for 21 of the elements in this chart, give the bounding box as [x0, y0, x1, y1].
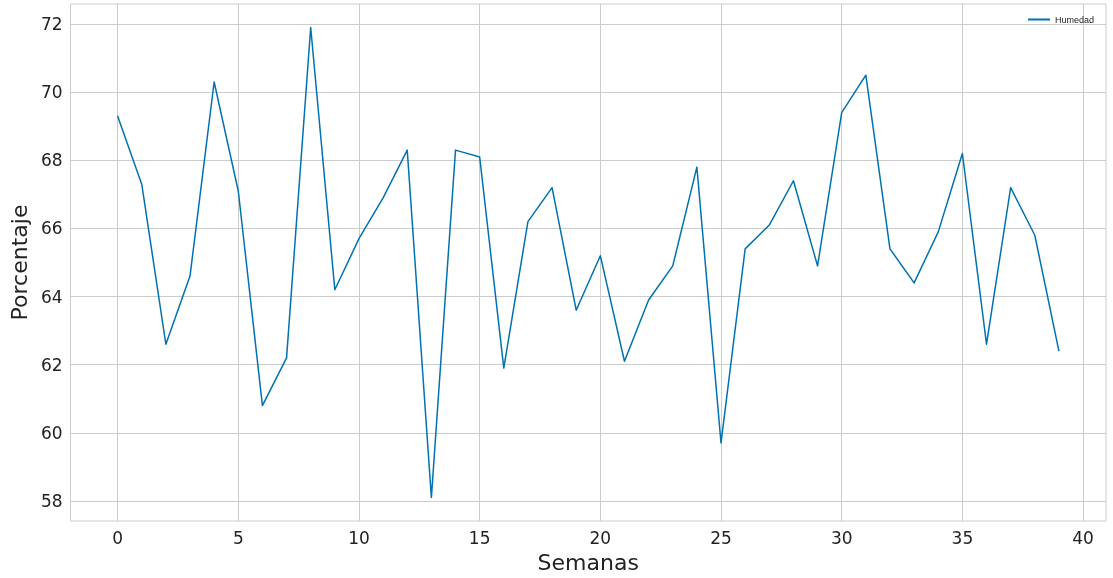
y-tick-label: 58 [40, 490, 63, 511]
x-tick-label: 5 [232, 527, 244, 548]
x-tick-label: 35 [951, 527, 974, 548]
x-axis-title: Semanas [537, 549, 639, 575]
y-tick-label: 60 [40, 422, 63, 443]
x-tick-label: 25 [710, 527, 732, 548]
line-series [116, 26, 1060, 499]
y-tick-label: 68 [40, 150, 63, 171]
y-axis-title: Porcentaje [6, 204, 32, 321]
y-tick-label: 64 [40, 286, 63, 307]
y-tick-label: 66 [40, 218, 63, 239]
x-tick-label: 10 [348, 527, 370, 548]
x-tick-label: 30 [830, 527, 853, 548]
y-tick-label: 72 [40, 14, 63, 35]
y-tick-label: 70 [40, 82, 63, 103]
legend-label: Humedad [1054, 14, 1095, 25]
y-tick-label: 62 [40, 354, 63, 375]
x-tick-label: 15 [468, 527, 491, 548]
x-tick-label: 0 [112, 527, 124, 548]
x-tick-label: 20 [589, 527, 612, 548]
x-tick-label: 40 [1072, 527, 1094, 548]
